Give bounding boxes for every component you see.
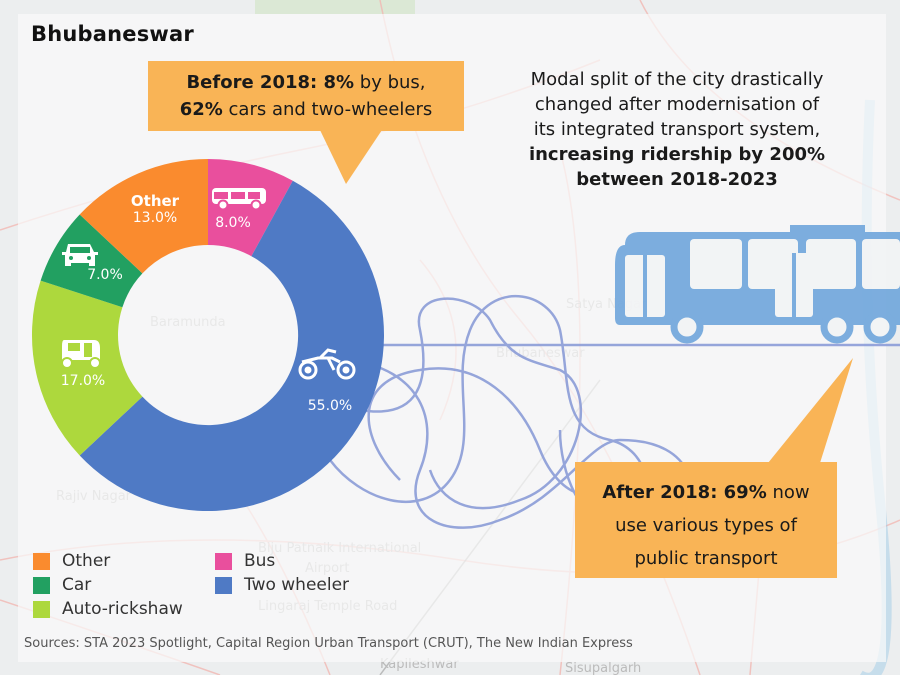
slice-pct-other: 13.0% xyxy=(132,210,178,226)
callout-before-bold2: 62% xyxy=(179,99,223,120)
description-bold: increasing ridership by 200% xyxy=(528,144,826,165)
legend-label: Auto-rickshaw xyxy=(62,599,183,619)
callout-before-text2: cars and two-wheelers xyxy=(222,99,433,120)
callout-before-2018: Before 2018: 8% by bus, 62% cars and two… xyxy=(148,61,464,131)
slice-two-wheeler xyxy=(79,180,385,512)
callout-before-text1: by bus, xyxy=(354,72,426,93)
donut-chart xyxy=(31,159,385,512)
slice-label-bus: 8.0% xyxy=(215,215,251,231)
bus-icon xyxy=(212,188,266,211)
callout-top-tail xyxy=(320,130,382,184)
legend-item-auto-rickshaw: Auto-rickshaw xyxy=(33,599,183,619)
callout-after-text1: now xyxy=(766,482,810,503)
legend-swatch xyxy=(33,552,50,570)
legend-swatch xyxy=(33,576,50,594)
callout-bottom-tail xyxy=(768,358,853,463)
callout-after-bold: After 2018: 69% xyxy=(602,482,767,503)
slice-auto-rickshaw xyxy=(31,280,143,456)
legend-item-car: Car xyxy=(33,575,91,595)
legend-swatch xyxy=(215,576,232,594)
motorcycle-icon xyxy=(298,348,356,380)
slice-other xyxy=(79,159,208,274)
description-line: its integrated transport system, xyxy=(533,119,821,140)
callout-after-line3: public transport xyxy=(634,548,778,569)
bus-illustration-icon xyxy=(615,225,900,344)
auto-rickshaw-icon xyxy=(61,340,101,369)
slice-label-two-wheeler: 55.0% xyxy=(307,398,353,414)
page-title: Bhubaneswar xyxy=(31,22,194,46)
car-icon xyxy=(62,244,98,266)
callout-after-2018: After 2018: 69% now use various types of… xyxy=(575,462,837,578)
legend-label: Other xyxy=(62,551,111,571)
legend-label: Two wheeler xyxy=(244,575,350,595)
sources-note: Sources: STA 2023 Spotlight, Capital Reg… xyxy=(24,636,633,651)
description: Modal split of the city drastically chan… xyxy=(492,67,862,192)
description-bold: between 2018-2023 xyxy=(576,169,778,190)
slice-bus xyxy=(208,159,293,257)
slice-label-car: 7.0% xyxy=(87,267,123,283)
legend-swatch xyxy=(33,600,50,618)
legend-label: Bus xyxy=(244,551,276,571)
callout-after-line2: use various types of xyxy=(615,515,797,536)
callout-before-bold: Before 2018: 8% xyxy=(186,72,355,93)
legend-item-bus: Bus xyxy=(215,551,275,571)
description-line: changed after modernisation of xyxy=(534,94,820,115)
legend-item-two-wheeler: Two wheeler xyxy=(215,575,349,595)
slice-name-other: Other xyxy=(130,192,180,210)
legend-item-other: Other xyxy=(33,551,110,571)
slice-label-auto-rickshaw: 17.0% xyxy=(60,373,106,389)
svg-text:Sisupalgarh: Sisupalgarh xyxy=(565,661,641,675)
legend-label: Car xyxy=(62,575,92,595)
description-line: Modal split of the city drastically xyxy=(530,69,824,90)
legend-swatch xyxy=(215,552,232,570)
slice-label-other: Other 13.0% xyxy=(120,192,190,226)
